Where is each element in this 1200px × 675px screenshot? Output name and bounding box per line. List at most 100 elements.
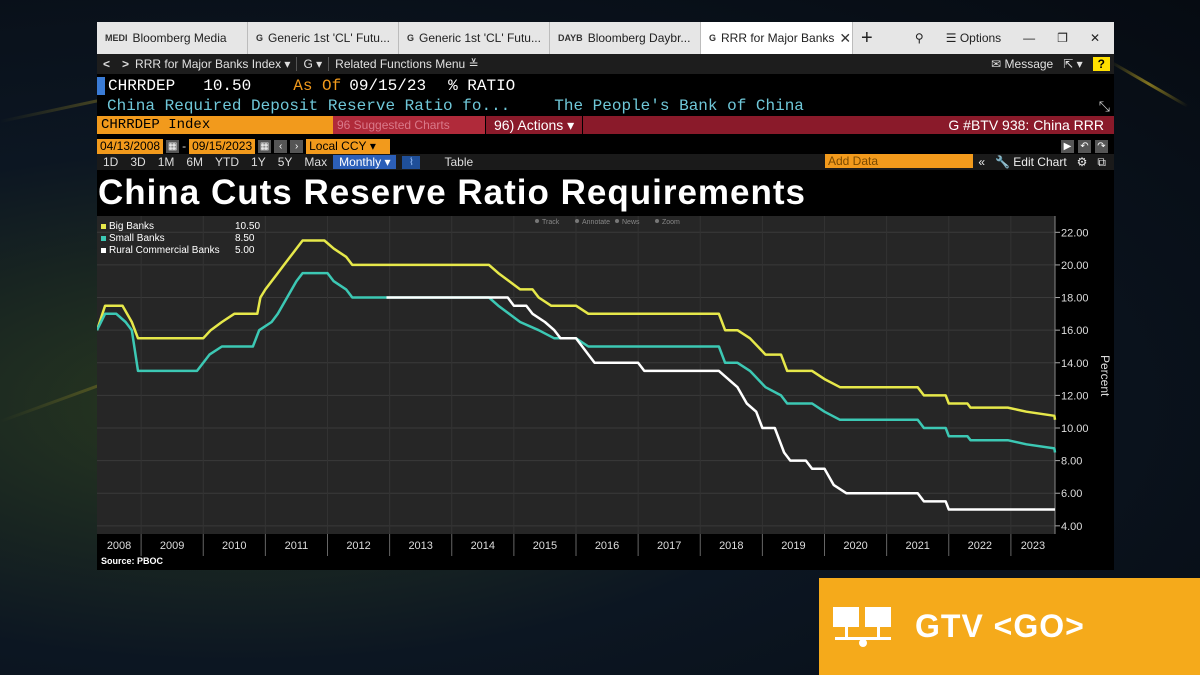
x-tick-label: 2009	[160, 540, 184, 552]
currency-dropdown[interactable]: Local CCY ▾	[306, 138, 391, 154]
forward-icon[interactable]: >	[122, 57, 130, 71]
period-ytd[interactable]: YTD	[215, 155, 240, 169]
message-button[interactable]: ✉ Message	[991, 57, 1053, 71]
expand-icon[interactable]: ⤡	[1098, 98, 1110, 114]
related-label: Related Functions Menu	[335, 57, 466, 71]
close-window-icon[interactable]: ✕	[1089, 31, 1100, 45]
options-menu[interactable]: ☰ Options	[945, 31, 1002, 45]
divider	[328, 57, 330, 71]
legend-swatch	[101, 224, 106, 229]
period-1m[interactable]: 1M	[157, 155, 175, 169]
chart-tool-label: Track	[542, 219, 560, 226]
x-tick-label: 2012	[346, 540, 370, 552]
unit-label: % RATIO	[448, 77, 516, 95]
x-tick-label: 2023	[1021, 540, 1045, 552]
tool-icon	[615, 219, 619, 223]
close-icon[interactable]: ✕	[839, 29, 852, 46]
tab-prefix: G	[709, 33, 717, 43]
period-max[interactable]: Max	[304, 155, 328, 169]
wrench-icon: 🔧	[995, 154, 1010, 169]
tab-bar: MEDI Bloomberg Media G Generic 1st 'CL' Fu…	[97, 22, 1114, 54]
x-tick-label: 2013	[408, 540, 432, 552]
frequency-dropdown[interactable]: Monthly ▾	[333, 155, 397, 169]
period-3d[interactable]: 3D	[130, 155, 146, 169]
edit-chart-button[interactable]: 🔧 Edit Chart	[995, 155, 1067, 170]
tab-rrr-major-banks[interactable]: G RRR for Major Banks ✕	[701, 22, 853, 54]
x-tick-label: 2020	[843, 540, 867, 552]
tab-daybreak[interactable]: DAYB Bloomberg Daybr...	[550, 22, 701, 54]
tool-icon	[535, 219, 539, 223]
start-date-field[interactable]: 04/13/2008	[97, 138, 164, 154]
tab-bloomberg-media[interactable]: MEDI Bloomberg Media	[97, 22, 248, 54]
chart-title: China Cuts Reserve Ratio Requirements	[97, 170, 1114, 216]
description: China Required Deposit Reserve Ratio fo.…	[107, 97, 511, 115]
y-tick-label: 4.00	[1061, 521, 1082, 533]
related-functions-menu[interactable]: Related Functions Menu ≚	[335, 57, 479, 71]
security-dropdown[interactable]: RRR for Major Banks Index ▾	[135, 57, 291, 71]
table-button[interactable]: Table	[444, 155, 474, 169]
description-line: China Required Deposit Reserve Ratio fo.…	[107, 96, 804, 116]
people-icon[interactable]: ⚲	[914, 31, 924, 45]
function-dropdown[interactable]: G ▾	[303, 57, 323, 71]
line-chart[interactable]: 22.00 20.00 18.00 16.00 14.00 12.00 10.00 8.00 6…	[95, 216, 1114, 556]
y-tick-label: 6.00	[1061, 488, 1082, 500]
options-label: Options	[959, 31, 1002, 45]
prev-period-icon[interactable]: ‹	[274, 139, 288, 153]
command-bar: CHRRDEP Index 96 Suggested Charts 96) Ac…	[97, 116, 1114, 134]
new-tab-button[interactable]: +	[861, 26, 873, 49]
quote-value: 10.50	[203, 77, 252, 95]
envelope-icon: ✉	[991, 57, 1002, 71]
x-tick-label: 2017	[657, 540, 681, 552]
index-field[interactable]: CHRRDEP Index	[97, 116, 333, 134]
calendar-icon[interactable]: ▦	[258, 139, 272, 153]
y-tick-label: 16.00	[1061, 325, 1089, 337]
tab-label: RRR for Major Banks	[721, 31, 835, 45]
gtv-banner: GTV <GO>	[819, 578, 1200, 675]
settings-icon[interactable]: ⚙	[1076, 154, 1088, 169]
y-tick-label: 14.00	[1061, 358, 1089, 370]
tab-generic-cl-2[interactable]: G Generic 1st 'CL' Futu...	[399, 22, 550, 54]
play-icon[interactable]: ▶	[1061, 139, 1074, 153]
date-range-bar: 04/13/2008 ▦ - 09/15/2023 ▦ ‹ › Local CC…	[97, 138, 1114, 154]
line-chart-icon[interactable]: ⌇	[402, 155, 421, 169]
x-tick-label: 2011	[285, 540, 309, 552]
help-button[interactable]: ?	[1092, 57, 1110, 71]
tab-prefix: G	[256, 33, 264, 43]
y-tick-label: 10.00	[1061, 423, 1089, 435]
suggested-charts[interactable]: 96 Suggested Charts	[333, 116, 485, 134]
period-1d[interactable]: 1D	[103, 155, 119, 169]
period-5y[interactable]: 5Y	[277, 155, 293, 169]
restore-icon[interactable]: ❐	[1057, 31, 1068, 45]
collapse-icon[interactable]: «	[978, 154, 985, 169]
chart-tool-label: News	[622, 219, 640, 226]
date-separator: -	[182, 139, 187, 153]
export-icon[interactable]: ⇱ ▾	[1063, 57, 1083, 71]
next-period-icon[interactable]: ›	[290, 139, 304, 153]
chart-tool-label: Annotate	[582, 219, 610, 226]
source-name: The People's Bank of China	[554, 97, 804, 115]
undo-icon[interactable]: ↶	[1078, 139, 1091, 153]
period-6m[interactable]: 6M	[186, 155, 204, 169]
cursor-block	[97, 77, 105, 95]
end-date-field[interactable]: 09/15/2023	[189, 138, 256, 154]
tab-prefix: G	[407, 33, 415, 43]
asof-label: As Of	[293, 77, 342, 95]
minimize-icon[interactable]: —	[1023, 31, 1036, 45]
tab-generic-cl-1[interactable]: G Generic 1st 'CL' Futu...	[248, 22, 399, 54]
popout-icon[interactable]: ⧉	[1097, 154, 1106, 169]
calendar-icon[interactable]: ▦	[166, 139, 180, 153]
tab-label: Generic 1st 'CL' Futu...	[419, 31, 541, 45]
y-tick-label: 20.00	[1061, 260, 1089, 272]
period-1y[interactable]: 1Y	[251, 155, 266, 169]
y-tick-label: 18.00	[1061, 293, 1089, 305]
legend-label: Big Banks	[109, 221, 154, 232]
edit-chart-label: Edit Chart	[1013, 154, 1067, 169]
actions-menu[interactable]: 96) Actions ▾	[485, 116, 584, 134]
asof-date: 09/15/23	[349, 77, 427, 95]
source-note: Source: PBOC	[101, 556, 164, 566]
back-icon[interactable]: <	[103, 57, 111, 71]
tab-label: Bloomberg Media	[132, 31, 227, 45]
tool-icon	[575, 219, 579, 223]
add-data-field[interactable]: Add Data	[825, 154, 973, 168]
redo-icon[interactable]: ↷	[1095, 139, 1108, 153]
